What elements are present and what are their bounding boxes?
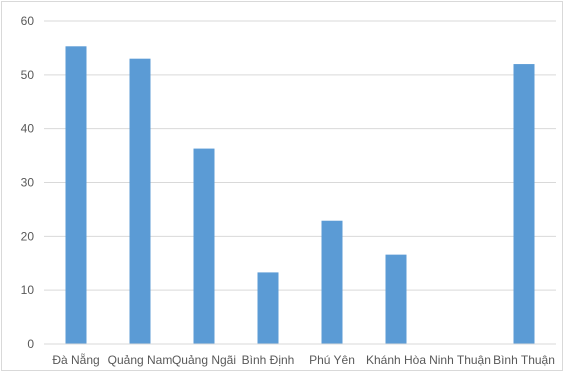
x-tick-label: Bình Định bbox=[242, 353, 295, 367]
y-axis-tick-labels: 0 10 20 30 40 50 60 bbox=[21, 14, 35, 351]
y-tick-label: 40 bbox=[21, 122, 35, 136]
y-tick-label: 50 bbox=[21, 68, 35, 82]
x-tick-label: Đà Nẵng bbox=[52, 352, 99, 367]
x-tick-label: Quảng Ngãi bbox=[172, 353, 236, 367]
x-tick-label: Bình Thuận bbox=[493, 353, 555, 367]
bar-3 bbox=[193, 148, 215, 344]
y-tick-label: 60 bbox=[21, 14, 35, 28]
x-axis-tick-labels: Đà Nẵng Quảng Nam Quảng Ngãi Bình Định Phú Y… bbox=[52, 352, 555, 367]
bar-2 bbox=[129, 58, 151, 344]
x-tick-label: Quảng Nam bbox=[108, 353, 173, 367]
y-tick-label: 0 bbox=[27, 337, 34, 351]
x-tick-label: Ninh Thuận bbox=[429, 353, 491, 367]
y-tick-label: 30 bbox=[21, 176, 35, 190]
y-tick-label: 10 bbox=[21, 283, 35, 297]
y-tick-label: 20 bbox=[21, 229, 35, 243]
bar-6 bbox=[385, 254, 407, 344]
bar-1 bbox=[65, 46, 87, 344]
bar-8 bbox=[513, 64, 535, 345]
x-tick-label: Phú Yên bbox=[309, 353, 355, 367]
x-tick-label: Khánh Hòa bbox=[366, 353, 426, 367]
gridlines bbox=[44, 20, 556, 291]
bar-5 bbox=[321, 220, 343, 344]
bar-4 bbox=[257, 272, 279, 344]
bars bbox=[65, 46, 535, 345]
